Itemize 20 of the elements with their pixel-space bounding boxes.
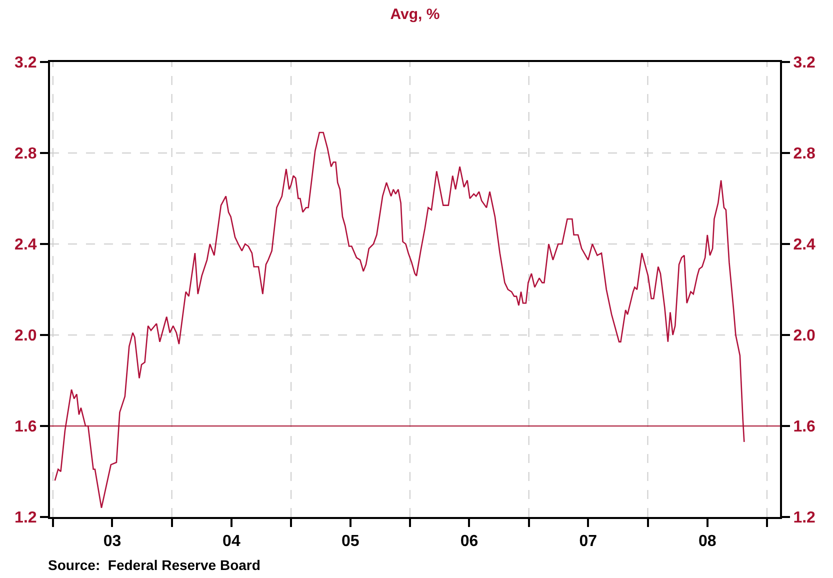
- y2-tick-label: 2.4: [793, 236, 816, 254]
- y2-tick-label: 3.2: [793, 54, 816, 72]
- y-tick-label: 2.8: [14, 146, 37, 163]
- y-tick-label: 1.2: [14, 510, 37, 527]
- x-tick-label: 06: [460, 533, 478, 550]
- source-note: Source: Federal Reserve Board: [48, 557, 260, 573]
- y-tick-label: 3.2: [14, 54, 37, 72]
- x-tick-label: 04: [222, 533, 240, 550]
- x-tick-label: 05: [341, 533, 360, 550]
- x-tick-label: 08: [698, 533, 716, 550]
- y2-tick-label: 2.0: [793, 328, 816, 345]
- y-tick-label: 2.4: [14, 236, 37, 254]
- x-tick-label: 03: [103, 533, 122, 550]
- y-tick-label: 1.6: [14, 418, 37, 436]
- x-tick-label: 07: [579, 533, 598, 550]
- y2-tick-label: 1.2: [793, 510, 816, 527]
- chart-title: Avg, %: [390, 6, 440, 24]
- y2-tick-label: 2.8: [793, 146, 816, 163]
- y-tick-label: 2.0: [14, 328, 37, 345]
- y2-tick-label: 1.6: [793, 418, 816, 436]
